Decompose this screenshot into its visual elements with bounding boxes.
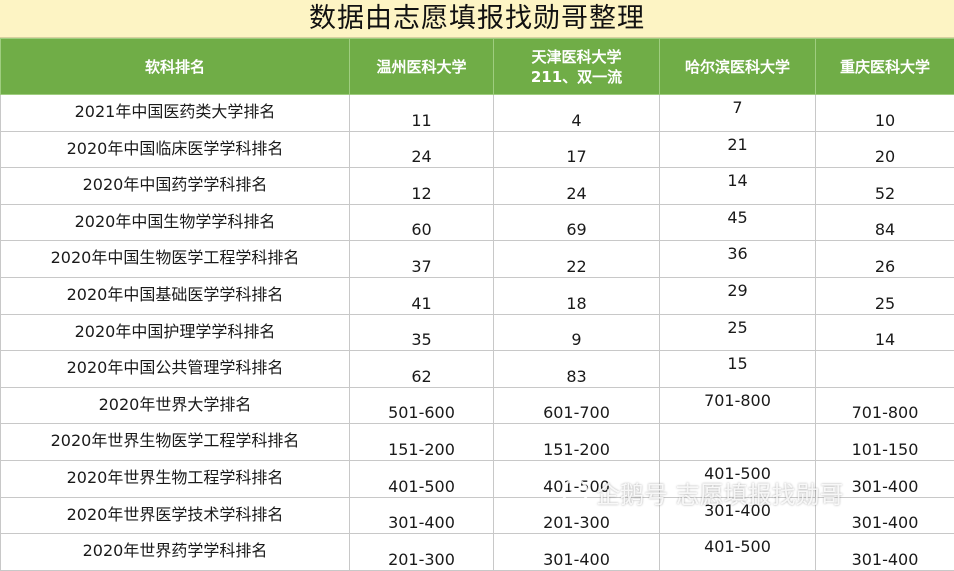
ranking-name-cell: 2020年世界生物医学工程学科排名	[1, 424, 350, 461]
wenzhou-value-cell: 41	[350, 277, 494, 314]
header-chongqing: 重庆医科大学	[816, 39, 954, 95]
wenzhou-value-cell: 35	[350, 314, 494, 351]
chongqing-value-cell: 26	[816, 241, 954, 278]
chongqing-value-cell: 10	[816, 95, 954, 132]
wenzhou-value-cell: 151-200	[350, 424, 494, 461]
header-ranking: 软科排名	[1, 39, 350, 95]
ranking-name-cell: 2020年中国生物医学工程学科排名	[1, 241, 350, 278]
tianjin-value-cell: 601-700	[494, 387, 660, 424]
page-title: 数据由志愿填报找勋哥整理	[0, 0, 954, 38]
ranking-name-cell: 2020年中国公共管理学科排名	[1, 351, 350, 388]
chongqing-value-cell: 20	[816, 131, 954, 168]
harbin-value-cell: 701-800	[660, 387, 816, 424]
tianjin-value-cell: 9	[494, 314, 660, 351]
wenzhou-value-cell: 201-300	[350, 534, 494, 571]
harbin-value-cell: 7	[660, 95, 816, 132]
tianjin-value-cell: 24	[494, 168, 660, 205]
harbin-value-cell: 401-500	[660, 534, 816, 571]
ranking-name-cell: 2020年世界生物工程学科排名	[1, 460, 350, 497]
ranking-name-cell: 2020年中国临床医学学科排名	[1, 131, 350, 168]
wenzhou-value-cell: 60	[350, 204, 494, 241]
tianjin-value-cell: 18	[494, 277, 660, 314]
harbin-value-cell	[660, 424, 816, 461]
chongqing-value-cell: 14	[816, 314, 954, 351]
wenzhou-value-cell: 12	[350, 168, 494, 205]
chongqing-value-cell: 101-150	[816, 424, 954, 461]
harbin-value-cell: 14	[660, 168, 816, 205]
header-tianjin-tag: 211、双一流	[494, 67, 659, 87]
wenzhou-value-cell: 24	[350, 131, 494, 168]
chongqing-value-cell	[816, 351, 954, 388]
chongqing-value-cell: 701-800	[816, 387, 954, 424]
tianjin-value-cell: 151-200	[494, 424, 660, 461]
ranking-name-cell: 2020年中国基础医学学科排名	[1, 277, 350, 314]
chongqing-value-cell: 84	[816, 204, 954, 241]
harbin-value-cell: 29	[660, 277, 816, 314]
wenzhou-value-cell: 37	[350, 241, 494, 278]
harbin-value-cell: 15	[660, 351, 816, 388]
tianjin-value-cell: 301-400	[494, 534, 660, 571]
tianjin-value-cell: 69	[494, 204, 660, 241]
header-tianjin-name: 天津医科大学	[494, 47, 659, 67]
tianjin-value-cell: 4	[494, 95, 660, 132]
wenzhou-value-cell: 501-600	[350, 387, 494, 424]
wenzhou-value-cell: 401-500	[350, 460, 494, 497]
tianjin-value-cell: 22	[494, 241, 660, 278]
harbin-value-cell: 25	[660, 314, 816, 351]
chongqing-value-cell: 52	[816, 168, 954, 205]
wenzhou-value-cell: 11	[350, 95, 494, 132]
tianjin-value-cell: 17	[494, 131, 660, 168]
ranking-name-cell: 2021年中国医药类大学排名	[1, 95, 350, 132]
ranking-name-cell: 2020年中国药学学科排名	[1, 168, 350, 205]
header-tianjin: 天津医科大学 211、双一流	[494, 39, 660, 95]
ranking-name-cell: 2020年世界医学技术学科排名	[1, 497, 350, 534]
penguin-logo-icon	[560, 477, 590, 507]
harbin-value-cell: 21	[660, 131, 816, 168]
ranking-name-cell: 2020年中国生物学学科排名	[1, 204, 350, 241]
watermark: 企鹅号 志愿填报找勋哥	[560, 474, 950, 510]
header-harbin: 哈尔滨医科大学	[660, 39, 816, 95]
chongqing-value-cell: 25	[816, 277, 954, 314]
table-header-row: 软科排名 温州医科大学 天津医科大学 211、双一流 哈尔滨医科大学 重庆医科大…	[1, 39, 954, 95]
ranking-name-cell: 2020年中国护理学学科排名	[1, 314, 350, 351]
header-wenzhou: 温州医科大学	[350, 39, 494, 95]
chongqing-value-cell: 301-400	[816, 534, 954, 571]
ranking-name-cell: 2020年世界药学学科排名	[1, 534, 350, 571]
wenzhou-value-cell: 62	[350, 351, 494, 388]
harbin-value-cell: 45	[660, 204, 816, 241]
wenzhou-value-cell: 301-400	[350, 497, 494, 534]
ranking-name-cell: 2020年世界大学排名	[1, 387, 350, 424]
watermark-text: 企鹅号 志愿填报找勋哥	[596, 475, 844, 510]
tianjin-value-cell: 83	[494, 351, 660, 388]
harbin-value-cell: 36	[660, 241, 816, 278]
